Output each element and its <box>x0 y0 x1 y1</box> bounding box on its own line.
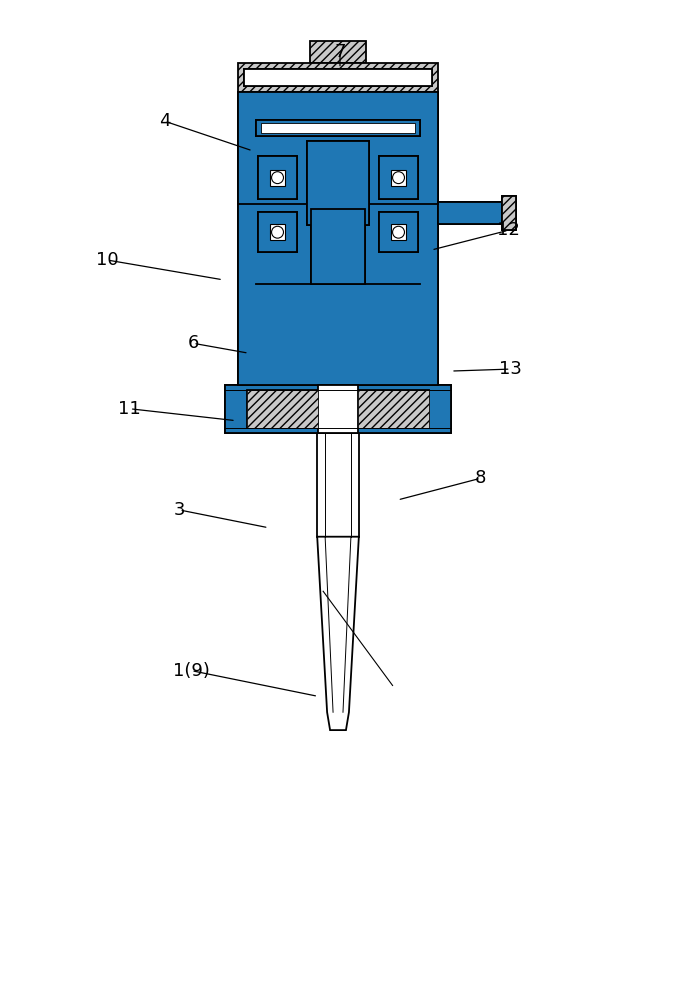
Bar <box>257 212 298 252</box>
Bar <box>247 390 318 428</box>
Text: 4: 4 <box>159 112 170 130</box>
Bar <box>225 385 451 433</box>
Bar <box>257 156 298 199</box>
Text: 1(9): 1(9) <box>173 662 210 680</box>
Bar <box>358 390 429 428</box>
Text: 6: 6 <box>187 334 199 352</box>
Bar <box>257 156 298 199</box>
Text: 10: 10 <box>95 251 118 269</box>
Bar <box>391 224 407 240</box>
Circle shape <box>272 172 283 184</box>
Text: 8: 8 <box>475 469 486 487</box>
Bar <box>311 209 365 284</box>
Text: 12: 12 <box>497 221 520 239</box>
Bar <box>247 390 429 428</box>
Bar <box>238 92 438 385</box>
Bar <box>391 170 407 186</box>
Bar <box>270 224 285 240</box>
Bar <box>255 120 420 355</box>
Bar <box>244 69 432 86</box>
Circle shape <box>272 226 283 238</box>
Bar <box>244 69 432 86</box>
Bar <box>311 209 365 284</box>
Text: 13: 13 <box>499 360 522 378</box>
Bar <box>238 92 438 385</box>
Bar <box>438 202 516 224</box>
Bar <box>438 202 516 224</box>
Bar <box>502 196 516 230</box>
Bar <box>311 41 366 63</box>
Circle shape <box>392 226 405 238</box>
Text: 7: 7 <box>334 43 346 61</box>
Bar <box>255 120 420 136</box>
Bar <box>318 385 358 433</box>
Bar <box>255 284 420 367</box>
Bar <box>270 170 285 186</box>
Text: 3: 3 <box>174 501 185 519</box>
Text: 11: 11 <box>118 400 141 418</box>
Bar <box>261 123 415 133</box>
Bar <box>379 156 418 199</box>
Bar <box>502 196 516 230</box>
Bar <box>379 212 418 252</box>
Bar <box>307 141 369 225</box>
Bar <box>225 385 451 433</box>
Polygon shape <box>317 537 359 730</box>
Bar <box>238 63 438 92</box>
Bar <box>257 212 298 252</box>
Bar <box>255 120 420 136</box>
Circle shape <box>392 172 405 184</box>
Bar <box>379 212 418 252</box>
Bar <box>317 433 359 537</box>
Bar <box>307 141 369 225</box>
Bar <box>379 156 418 199</box>
